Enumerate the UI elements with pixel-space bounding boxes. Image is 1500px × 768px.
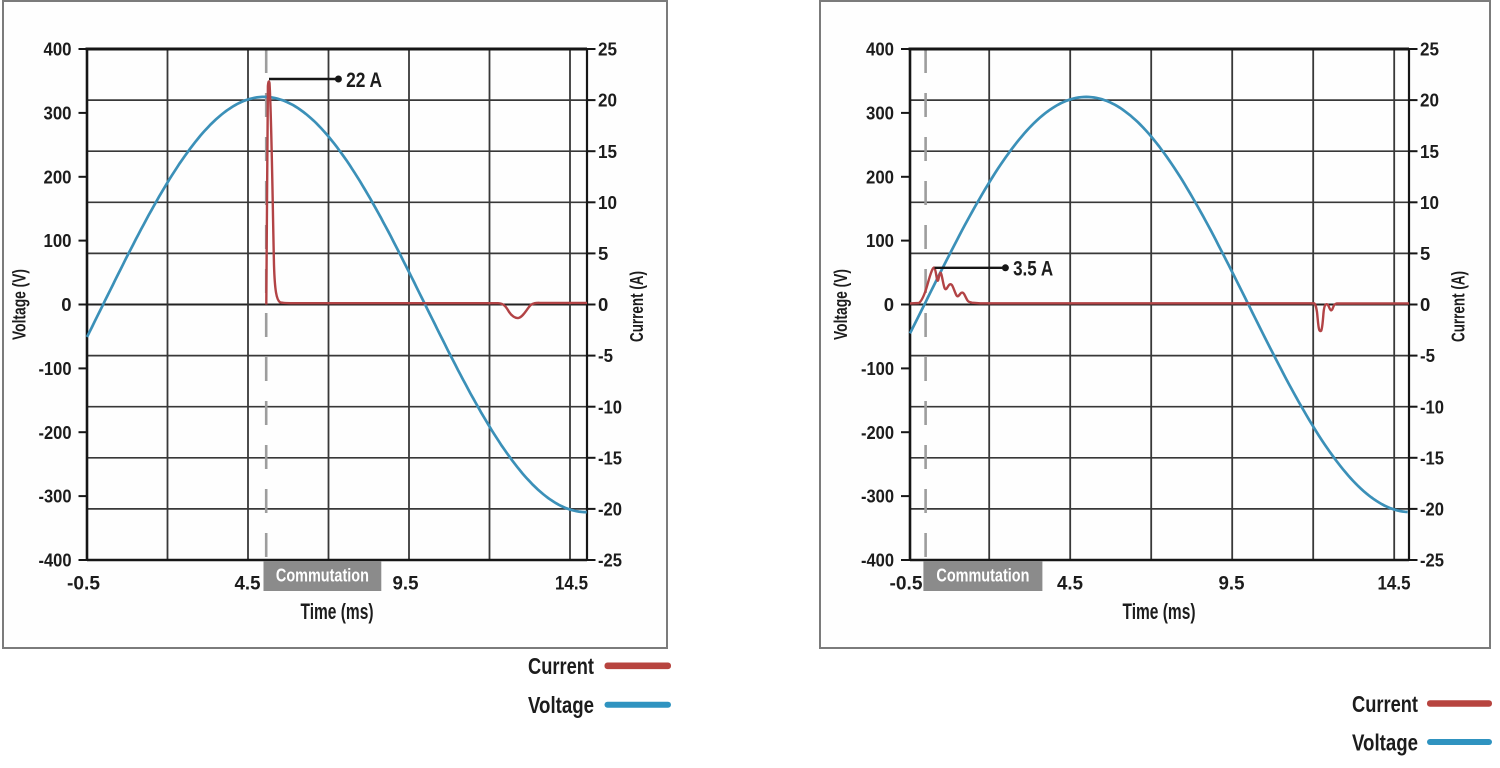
svg-text:14.5: 14.5 bbox=[1378, 574, 1411, 595]
svg-text:-5: -5 bbox=[598, 345, 613, 366]
svg-text:Commutation: Commutation bbox=[276, 566, 369, 586]
svg-text:-400: -400 bbox=[861, 550, 894, 571]
svg-text:-300: -300 bbox=[39, 486, 72, 507]
svg-text:400: 400 bbox=[44, 39, 72, 60]
svg-text:-15: -15 bbox=[1420, 447, 1444, 468]
svg-text:Voltage: Voltage bbox=[528, 692, 594, 718]
svg-text:Time (ms): Time (ms) bbox=[1123, 599, 1196, 624]
svg-text:9.5: 9.5 bbox=[393, 574, 419, 595]
svg-text:15: 15 bbox=[1420, 141, 1439, 162]
svg-text:25: 25 bbox=[1420, 39, 1439, 60]
svg-text:0: 0 bbox=[61, 294, 71, 315]
svg-text:100: 100 bbox=[44, 230, 72, 251]
svg-text:22 A: 22 A bbox=[346, 69, 382, 92]
svg-text:Voltage: Voltage bbox=[1352, 729, 1418, 755]
svg-text:Current (A): Current (A) bbox=[627, 271, 647, 342]
svg-text:-300: -300 bbox=[861, 486, 894, 507]
svg-text:200: 200 bbox=[866, 166, 894, 187]
svg-text:-0.5: -0.5 bbox=[890, 574, 923, 595]
svg-text:5: 5 bbox=[1420, 243, 1430, 264]
svg-text:Current: Current bbox=[1352, 691, 1418, 717]
svg-text:15: 15 bbox=[598, 141, 617, 162]
svg-text:5: 5 bbox=[598, 243, 608, 264]
svg-text:100: 100 bbox=[866, 230, 894, 251]
svg-text:10: 10 bbox=[598, 192, 617, 213]
svg-text:0: 0 bbox=[884, 294, 894, 315]
svg-text:Commutation: Commutation bbox=[936, 566, 1029, 586]
svg-text:200: 200 bbox=[44, 166, 72, 187]
svg-text:-200: -200 bbox=[39, 422, 72, 443]
svg-text:-10: -10 bbox=[598, 396, 622, 417]
svg-text:25: 25 bbox=[598, 39, 617, 60]
svg-text:4.5: 4.5 bbox=[1057, 574, 1083, 595]
svg-text:-100: -100 bbox=[39, 358, 72, 379]
svg-text:-25: -25 bbox=[598, 550, 622, 571]
svg-text:-25: -25 bbox=[1420, 550, 1444, 571]
svg-text:Current: Current bbox=[528, 653, 594, 679]
svg-text:300: 300 bbox=[44, 103, 72, 124]
svg-text:400: 400 bbox=[866, 39, 894, 60]
svg-text:Voltage (V): Voltage (V) bbox=[10, 269, 30, 340]
svg-text:3.5 A: 3.5 A bbox=[1013, 258, 1053, 281]
svg-text:-20: -20 bbox=[598, 499, 622, 520]
svg-text:20: 20 bbox=[598, 90, 617, 111]
svg-text:-200: -200 bbox=[861, 422, 894, 443]
svg-text:Time (ms): Time (ms) bbox=[301, 599, 374, 624]
svg-text:-20: -20 bbox=[1420, 499, 1444, 520]
svg-text:300: 300 bbox=[866, 103, 894, 124]
svg-text:-10: -10 bbox=[1420, 396, 1444, 417]
svg-text:0: 0 bbox=[1420, 294, 1430, 315]
svg-text:-400: -400 bbox=[39, 550, 72, 571]
svg-text:Voltage (V): Voltage (V) bbox=[831, 269, 851, 340]
svg-text:9.5: 9.5 bbox=[1219, 574, 1245, 595]
svg-text:Current (A): Current (A) bbox=[1449, 271, 1469, 342]
svg-text:-0.5: -0.5 bbox=[67, 574, 100, 595]
svg-text:4.5: 4.5 bbox=[235, 574, 261, 595]
svg-text:-15: -15 bbox=[598, 447, 622, 468]
svg-text:-5: -5 bbox=[1420, 345, 1435, 366]
svg-text:10: 10 bbox=[1420, 192, 1439, 213]
svg-text:-100: -100 bbox=[861, 358, 894, 379]
svg-text:20: 20 bbox=[1420, 90, 1439, 111]
svg-text:0: 0 bbox=[598, 294, 608, 315]
svg-text:14.5: 14.5 bbox=[555, 574, 588, 595]
